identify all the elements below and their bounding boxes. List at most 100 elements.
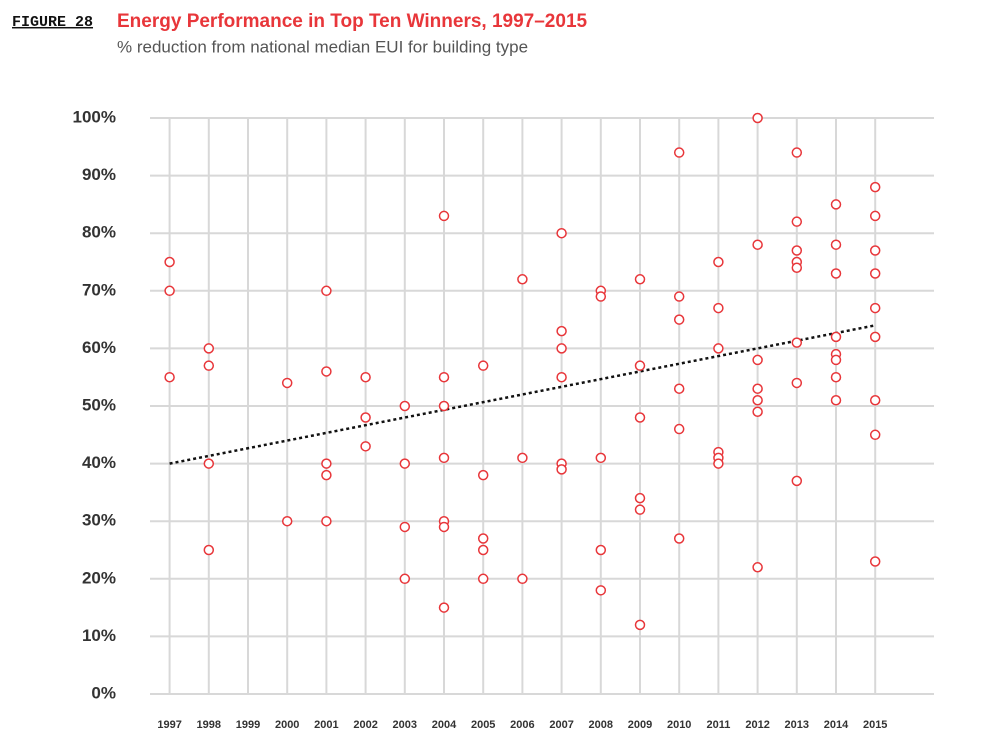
point	[281, 515, 293, 527]
x-tick-label: 2000	[275, 719, 299, 731]
point	[438, 452, 450, 464]
point	[752, 562, 763, 573]
point	[438, 400, 450, 412]
point	[634, 504, 646, 515]
point	[477, 469, 489, 481]
point	[869, 181, 881, 193]
point	[321, 366, 332, 377]
x-tick-label: 2012	[745, 719, 769, 731]
point	[399, 521, 411, 533]
point	[321, 285, 332, 297]
point	[713, 458, 724, 469]
y-tick-label: 20%	[82, 568, 116, 587]
point	[713, 343, 724, 354]
point	[399, 573, 411, 585]
x-tick-label: 2001	[314, 719, 338, 731]
point	[634, 274, 646, 285]
point	[791, 216, 803, 227]
point	[791, 245, 803, 256]
point	[556, 325, 567, 337]
point	[438, 371, 450, 383]
point	[791, 377, 803, 389]
point	[752, 112, 763, 124]
y-tick-label: 70%	[82, 280, 116, 299]
x-tick-label: 2011	[706, 719, 730, 731]
point	[321, 458, 332, 469]
point	[869, 331, 881, 343]
y-tick-label: 10%	[82, 626, 116, 645]
point	[673, 147, 685, 158]
y-tick-label: 90%	[82, 165, 116, 184]
point	[673, 314, 685, 325]
point	[830, 268, 842, 279]
x-tick-label: 2007	[549, 719, 573, 731]
point	[830, 371, 842, 383]
point	[360, 371, 371, 383]
point	[713, 256, 724, 268]
point	[869, 210, 881, 222]
point	[595, 452, 607, 464]
point	[869, 556, 881, 567]
point	[399, 458, 411, 469]
point	[830, 331, 842, 343]
point	[752, 239, 763, 250]
point	[477, 544, 489, 556]
point	[869, 268, 881, 279]
point	[164, 285, 175, 297]
point	[438, 521, 450, 533]
figure-label: FIGURE 28	[12, 14, 93, 31]
point	[438, 602, 450, 613]
point	[752, 354, 763, 366]
point	[438, 210, 450, 222]
point	[595, 585, 607, 596]
point	[281, 377, 293, 389]
point	[673, 383, 685, 394]
point	[634, 492, 646, 504]
point	[869, 245, 881, 256]
point	[556, 343, 567, 354]
point	[869, 394, 881, 406]
point	[477, 573, 489, 585]
x-tick-label: 2003	[393, 719, 417, 731]
x-tick-label: 1998	[197, 719, 221, 731]
point	[517, 452, 528, 464]
x-tick-label: 2004	[432, 719, 457, 731]
point	[164, 371, 175, 383]
point	[517, 274, 528, 285]
point	[791, 262, 803, 274]
point	[321, 469, 332, 481]
point	[164, 256, 175, 268]
point	[830, 199, 842, 210]
point	[556, 371, 567, 383]
point	[517, 573, 528, 585]
point	[791, 147, 803, 158]
point	[791, 337, 803, 348]
point	[830, 239, 842, 250]
x-tick-label: 2009	[628, 719, 652, 731]
x-tick-label: 2008	[589, 719, 613, 731]
y-tick-label: 80%	[82, 223, 116, 242]
y-tick-label: 40%	[82, 453, 116, 472]
x-tick-label: 2005	[471, 719, 495, 731]
x-tick-label: 1999	[236, 719, 260, 731]
x-tick-label: 2015	[863, 719, 887, 731]
point	[360, 412, 371, 423]
x-tick-label: 2002	[353, 719, 377, 731]
x-tick-label: 2006	[510, 719, 534, 731]
point	[713, 302, 724, 314]
point	[673, 533, 685, 544]
x-tick-label: 2014	[824, 719, 849, 731]
point	[830, 394, 842, 406]
point	[203, 360, 215, 371]
chart-title: Energy Performance in Top Ten Winners, 1…	[117, 11, 588, 32]
y-tick-label: 100%	[73, 107, 116, 126]
point	[752, 394, 763, 406]
point	[477, 360, 489, 371]
y-tick-label: 0%	[91, 683, 116, 702]
point	[203, 544, 215, 556]
point	[595, 291, 607, 302]
y-tick-label: 30%	[82, 511, 116, 530]
point	[869, 302, 881, 314]
